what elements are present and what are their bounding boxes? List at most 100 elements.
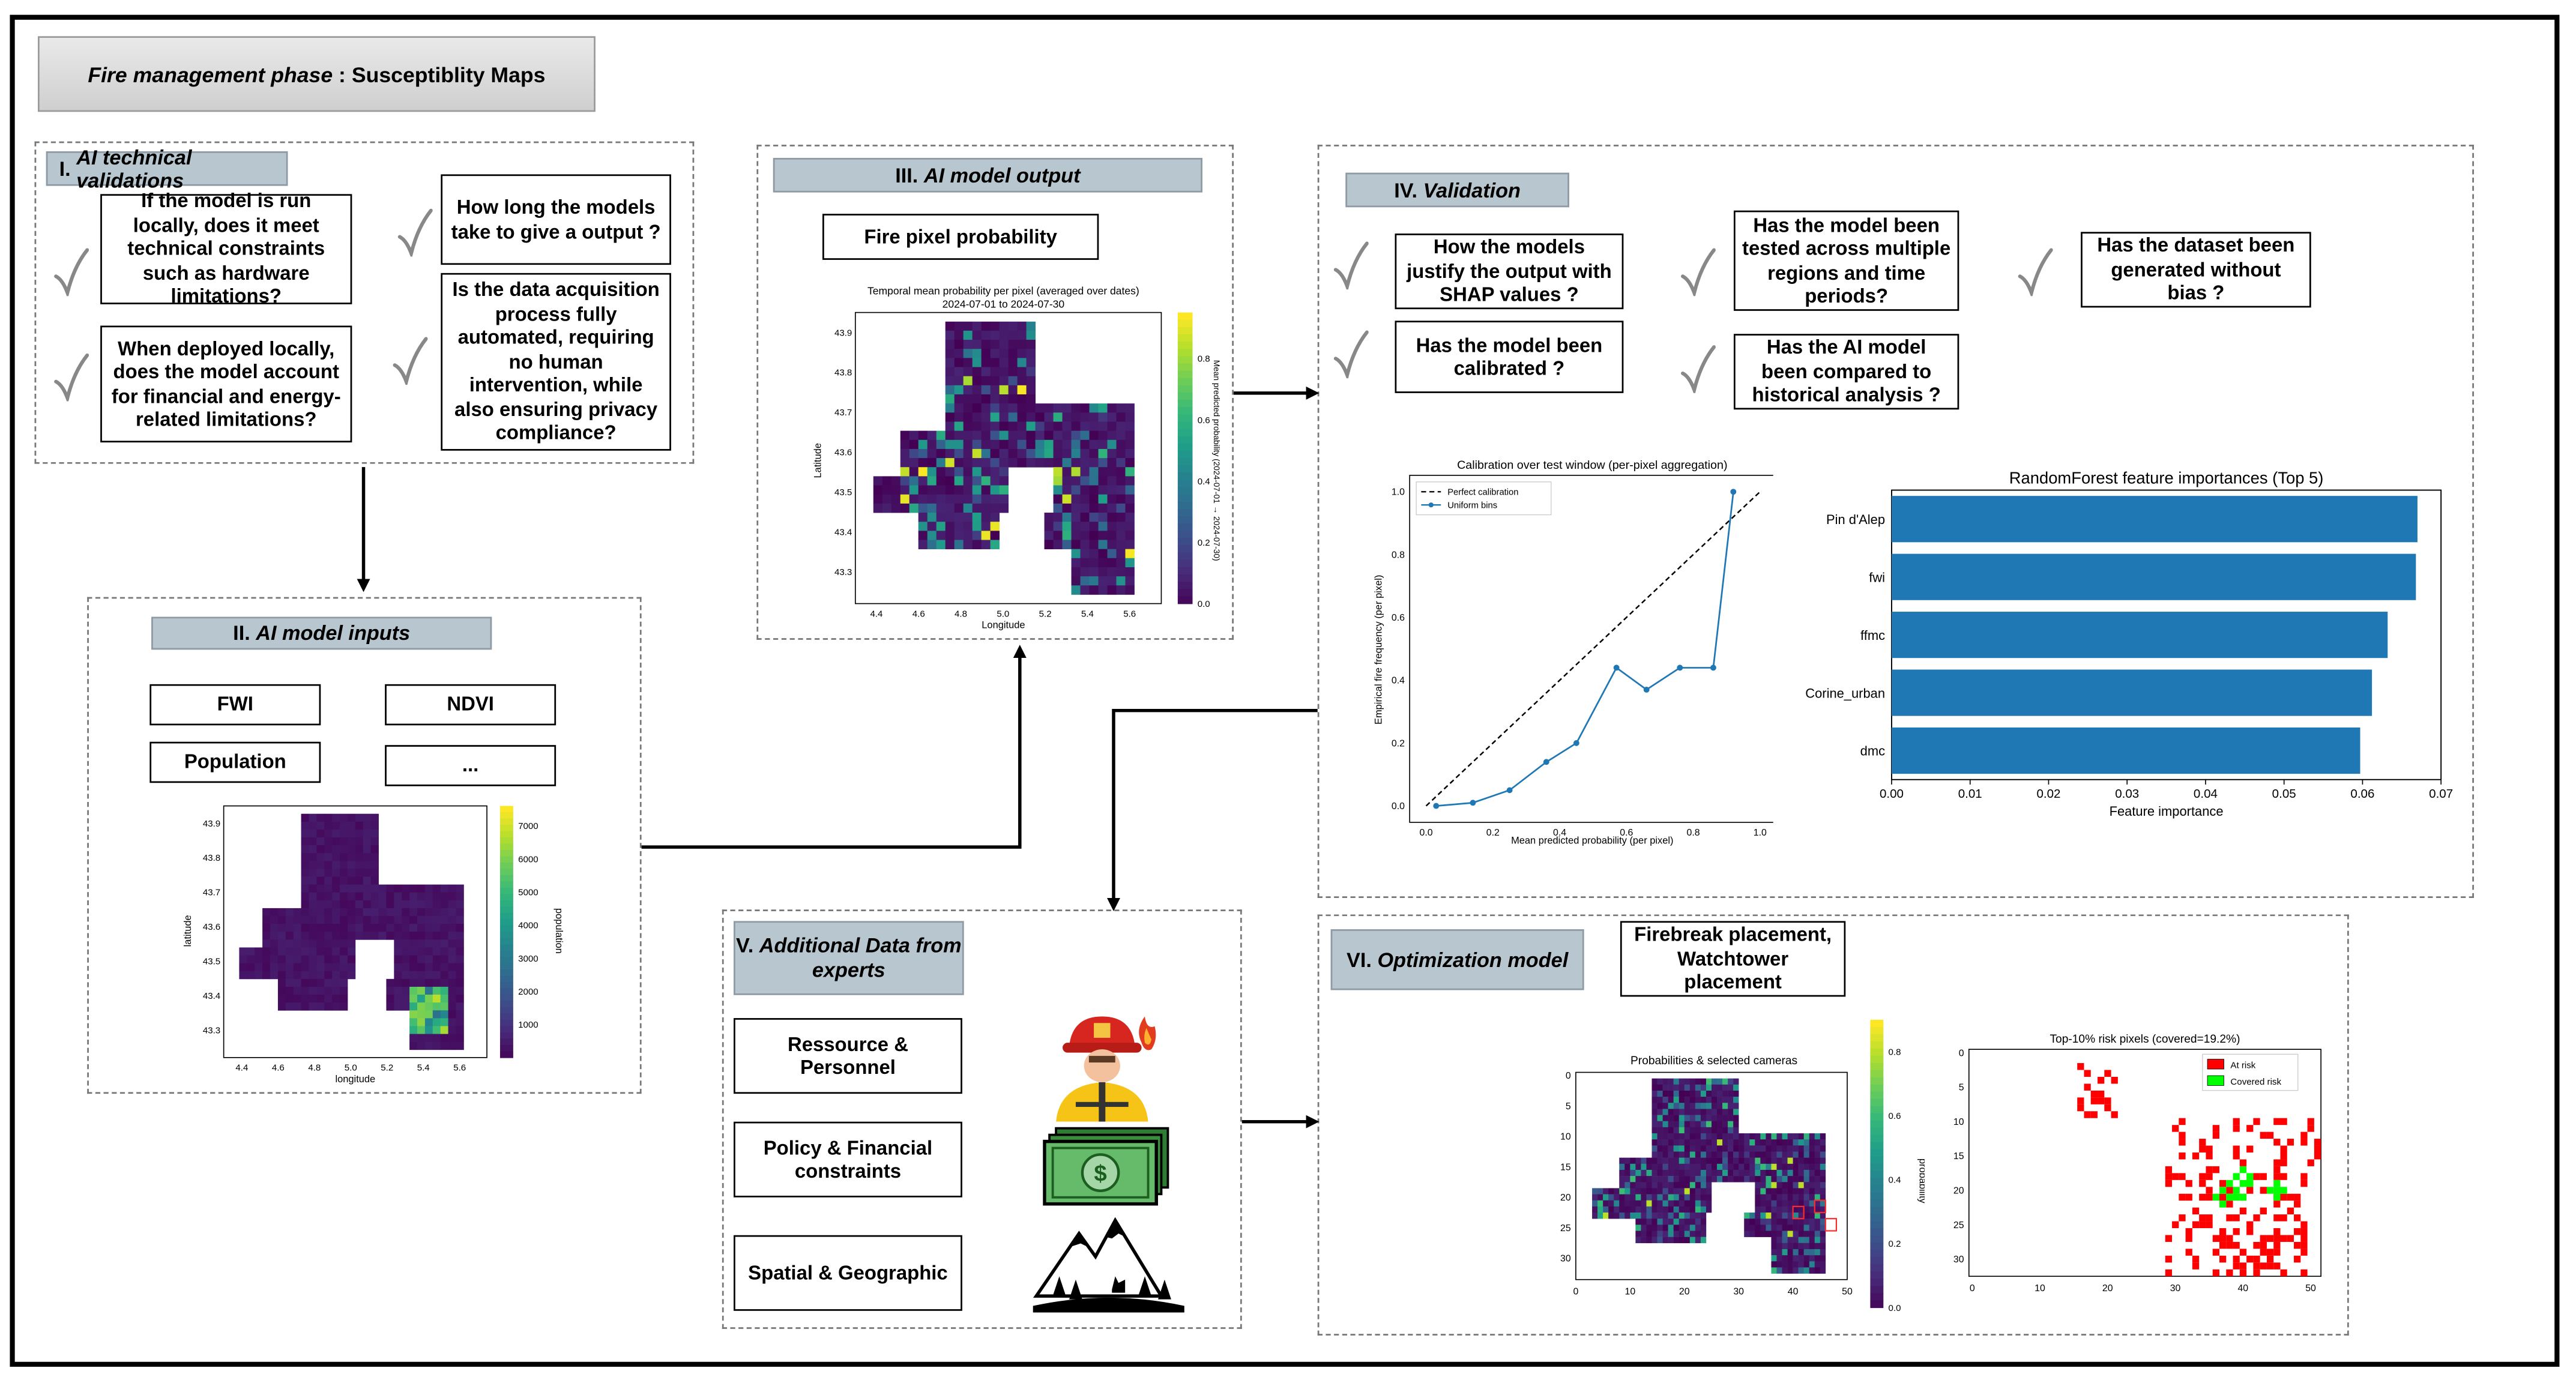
population-cell (409, 1041, 418, 1050)
covered-risk-cell (2219, 1201, 2227, 1208)
section-ai-model-inputs (87, 597, 642, 1094)
at-risk-cell (2294, 1214, 2301, 1222)
fire-probability-cell (1026, 376, 1036, 386)
population-cell (270, 947, 279, 956)
camera-probability-cell (1657, 1213, 1663, 1219)
fire-probability-cell (945, 349, 955, 358)
camera-probability-cell (1695, 1090, 1701, 1097)
at-risk-cell (2260, 1207, 2267, 1215)
camera-probability-cell (1635, 1231, 1641, 1237)
camera-probability-cell (1651, 1127, 1658, 1134)
camera-probability-cell (1689, 1188, 1696, 1195)
checkmark-icon (1681, 345, 1716, 393)
population-cell (432, 978, 441, 987)
camera-probability-cell (1782, 1267, 1788, 1274)
fire-probability-cell (981, 403, 991, 413)
fire-probability-cell (1080, 467, 1090, 477)
camera-probability-cell (1771, 1255, 1777, 1262)
question-historical: Has the AI model been compared to histor… (1733, 334, 1959, 410)
camera-probability-cell (1776, 1188, 1782, 1195)
fire-probability-cell (891, 494, 901, 504)
camera-probability-cell (1619, 1213, 1625, 1219)
colorbar-segment (499, 843, 513, 851)
outer-frame (10, 14, 2560, 1367)
camera-probability-cell (1684, 1194, 1691, 1201)
camera-probability-cell (1711, 1145, 1718, 1152)
population-cell (456, 932, 464, 940)
colorbar-segment (1870, 1026, 1884, 1035)
camera-probability-cell (1657, 1157, 1663, 1165)
camera-probability-cell (1820, 1133, 1826, 1140)
y-tick-label: 0.8 (1392, 550, 1405, 560)
camera-probability-cell (1733, 1133, 1739, 1140)
camera-probability-cell (1657, 1097, 1663, 1103)
camera-probability-cell (1771, 1231, 1777, 1237)
fire-probability-cell (972, 503, 982, 513)
at-risk-cell (2185, 1249, 2192, 1256)
fire-colorbar (1177, 312, 1193, 604)
fire-probability-cell (1080, 412, 1090, 422)
population-cell (424, 908, 433, 917)
fire-probability-cell (936, 540, 946, 550)
camera-probability-cell (1641, 1206, 1647, 1213)
at-risk-cell (2314, 1139, 2321, 1146)
camera-probability-cell (1820, 1169, 1826, 1177)
x-tick-label: 50 (2305, 1283, 2316, 1294)
fire-probability-cell (1035, 430, 1045, 441)
population-cell (417, 939, 426, 948)
camera-probability-cell (1793, 1267, 1799, 1274)
fire-probability-cell (1080, 494, 1090, 504)
fire-probability-cell (918, 522, 928, 531)
population-cell (386, 908, 394, 917)
question-calibrated: Has the model been calibrated ? (1395, 321, 1624, 393)
y-tick-label: 0.2 (1392, 738, 1405, 749)
fire-probability-cell (1044, 412, 1054, 422)
population-cell (424, 924, 433, 932)
at-risk-cell (2253, 1241, 2260, 1249)
camera-probability-cell (1739, 1139, 1745, 1146)
camera-probability-cell (1766, 1176, 1772, 1183)
fire-probability-cell (1053, 467, 1063, 477)
camera-probability-cell (1700, 1145, 1707, 1152)
camera-probability-cell (1624, 1163, 1630, 1171)
camera-probability-cell (1700, 1103, 1707, 1109)
fire-probability-cell (936, 513, 946, 522)
covered-risk-cell (2266, 1187, 2274, 1194)
fire-probability-cell (1008, 403, 1018, 413)
camera-probability-cell (1603, 1200, 1609, 1207)
x-tick-label: 0 (1573, 1286, 1578, 1297)
camera-probability-cell (1728, 1176, 1734, 1183)
at-risk-cell (2300, 1235, 2308, 1242)
camera-probability-cell (1684, 1115, 1691, 1121)
colorbar-segment (499, 894, 513, 901)
population-cell (456, 939, 464, 948)
population-cell (332, 947, 340, 956)
at-risk-cell (2273, 1118, 2281, 1125)
colorbar-segment (499, 881, 513, 888)
fire-probability-cell (999, 467, 1009, 477)
camera-probability-cell (1782, 1139, 1788, 1146)
camera-probability-cell (1657, 1103, 1663, 1109)
camera-probability-cell (1635, 1188, 1641, 1195)
camera-probability-cell (1662, 1121, 1668, 1128)
fire-probability-cell (981, 421, 991, 432)
camera-probability-cell (1673, 1115, 1679, 1121)
population-cell (440, 1002, 448, 1011)
camera-probability-cell (1646, 1213, 1652, 1219)
population-colorbar (499, 806, 513, 1058)
output-fire-probability: Fire pixel probability (822, 214, 1099, 260)
uniform-bins-point (1643, 687, 1650, 693)
population-cell (239, 963, 247, 972)
fire-probability-cell (1017, 385, 1027, 395)
population-cell (448, 978, 456, 987)
fire-probability-cell (936, 522, 946, 531)
fire-probability-cell (927, 430, 937, 441)
fire-probability-cell (990, 458, 1000, 468)
fire-colorbar-label: Mean predicted probability (2024-07-01 →… (1212, 360, 1221, 561)
population-cell (332, 1002, 340, 1011)
population-cell (270, 971, 279, 980)
fire-probability-cell (918, 467, 928, 477)
population-cell (417, 978, 426, 987)
population-cell (363, 876, 372, 885)
camera-probability-cell (1695, 1121, 1701, 1128)
